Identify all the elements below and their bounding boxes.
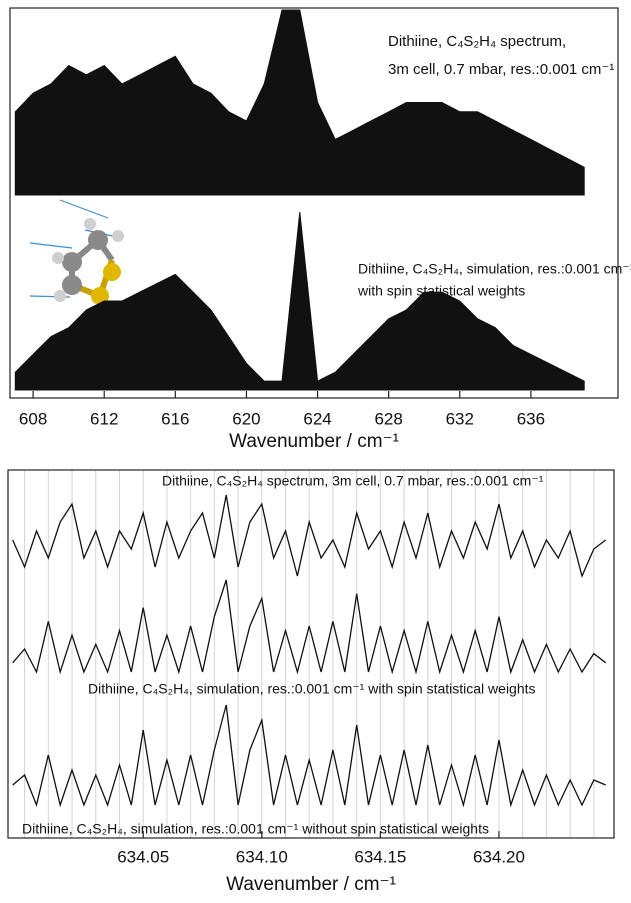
x-tick-label: 634.20: [473, 847, 525, 866]
annotation: Dithiine, C₄S₂H₄ spectrum,: [388, 33, 566, 50]
x-tick-label: 608: [19, 409, 47, 428]
annotation: with spin statistical weights: [357, 283, 525, 299]
x-tick-label: 636: [517, 409, 545, 428]
x-tick-label: 620: [232, 409, 260, 428]
x-axis-label: Wavenumber / cm⁻¹: [226, 874, 396, 895]
annotation: Dithiine, C₄S₂H₄, simulation, res.:0.001…: [88, 681, 536, 697]
spectrum-line: [12, 494, 607, 578]
x-tick-label: 624: [303, 409, 331, 428]
spectrum-area: [14, 9, 585, 196]
x-tick-label: 612: [90, 409, 118, 428]
plot-frame: [7, 469, 615, 839]
x-tick-label: 634.10: [236, 847, 288, 866]
molecule-icon: [29, 199, 124, 305]
annotation: Dithiine, C₄S₂H₄, simulation, res.:0.001…: [358, 261, 631, 277]
annotation: Dithiine, C₄S₂H₄ spectrum, 3m cell, 0.7 …: [162, 473, 544, 489]
x-tick-label: 634.05: [117, 847, 169, 866]
spectrum-area: [14, 211, 585, 391]
plot-frame: [9, 7, 619, 399]
spectrum-line: [12, 704, 606, 808]
x-axis-label: Wavenumber / cm⁻¹: [229, 431, 399, 452]
x-tick-label: 634.15: [354, 847, 406, 866]
annotation: Dithiine, C₄S₂H₄, simulation, res.:0.001…: [22, 821, 489, 837]
x-tick-label: 628: [374, 409, 402, 428]
x-tick-label: 616: [161, 409, 189, 428]
x-tick-label: 632: [446, 409, 474, 428]
annotation: 3m cell, 0.7 mbar, res.:0.001 cm⁻¹: [388, 61, 614, 78]
spectrum-line: [12, 579, 607, 675]
